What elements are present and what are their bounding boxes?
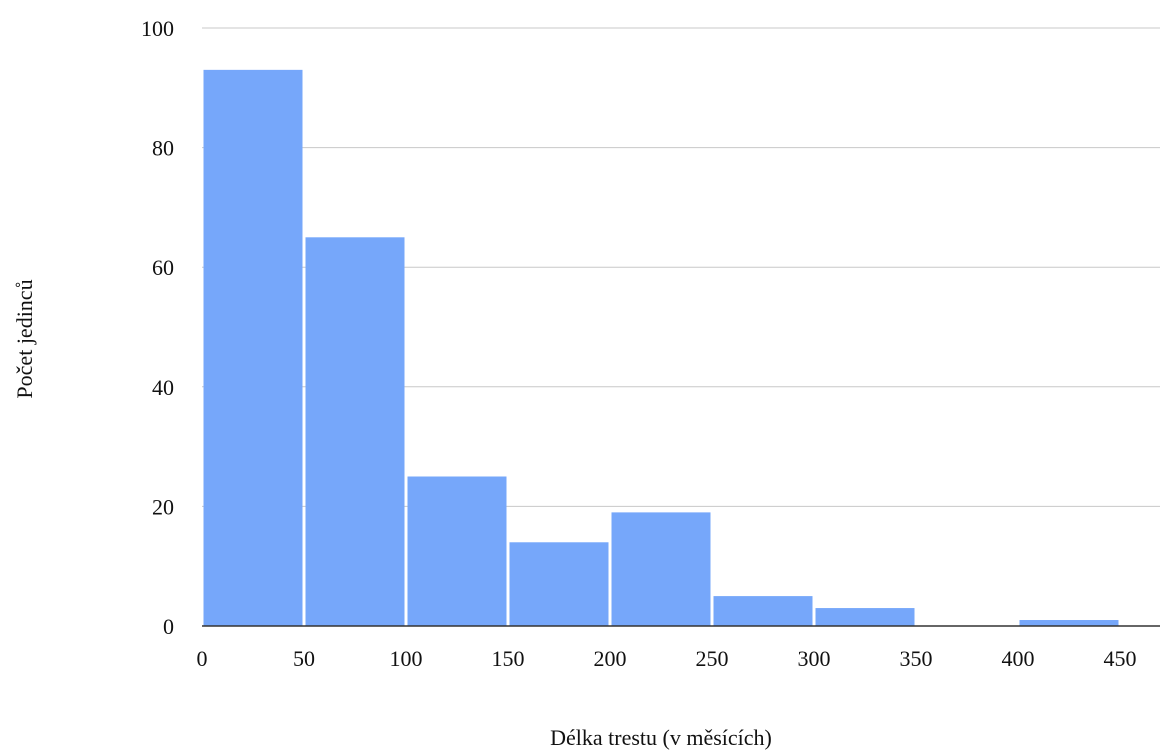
x-tick-label: 200 xyxy=(594,646,627,671)
histogram-bar xyxy=(305,237,405,627)
histogram-bar xyxy=(713,596,813,626)
histogram-bar xyxy=(815,608,915,626)
y-axis-title: Počet jedinců xyxy=(12,279,37,398)
y-tick-label: 0 xyxy=(163,614,174,639)
x-tick-label: 0 xyxy=(197,646,208,671)
x-tick-label: 50 xyxy=(293,646,315,671)
histogram-bar xyxy=(611,512,711,626)
x-tick-label: 250 xyxy=(696,646,729,671)
histogram-bar xyxy=(407,476,507,626)
histogram-bar xyxy=(509,542,609,626)
x-tick-label: 100 xyxy=(390,646,423,671)
x-tick-label: 450 xyxy=(1104,646,1137,671)
x-tick-label: 300 xyxy=(798,646,831,671)
histogram-bar xyxy=(203,69,303,627)
y-tick-label: 20 xyxy=(152,494,174,519)
x-tick-label: 400 xyxy=(1002,646,1035,671)
y-tick-label: 60 xyxy=(152,255,174,280)
x-tick-label: 350 xyxy=(900,646,933,671)
y-tick-label: 100 xyxy=(141,16,174,41)
y-tick-label: 40 xyxy=(152,375,174,400)
histogram-bar xyxy=(1019,620,1119,626)
x-tick-label: 150 xyxy=(492,646,525,671)
tick-labels: 0 20 40 60 80 100 0 50 100 150 200 250 300 350 400 450 xyxy=(141,16,1137,671)
histogram-bars xyxy=(203,69,1119,627)
x-axis-title: Délka trestu (v měsících) xyxy=(550,725,772,750)
y-tick-label: 80 xyxy=(152,136,174,161)
